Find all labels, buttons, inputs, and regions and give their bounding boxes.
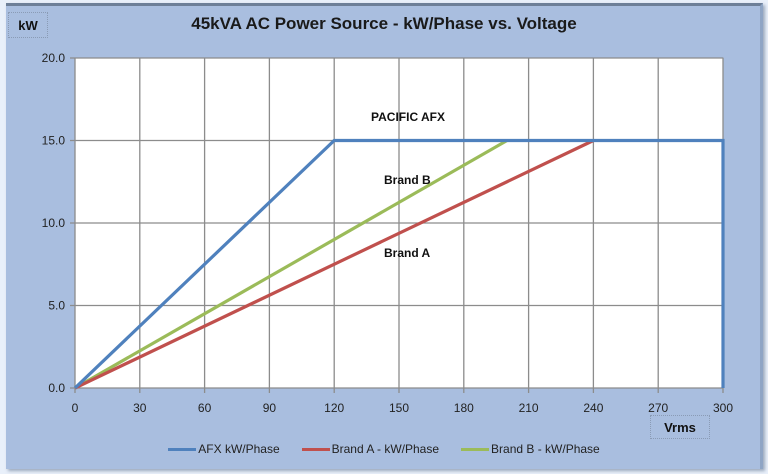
y-tick-label: 0.0 xyxy=(48,381,65,395)
x-tick-label: 30 xyxy=(133,401,147,415)
x-tick-label: 150 xyxy=(389,401,409,415)
legend: AFX kW/Phase Brand A - kW/Phase Brand B … xyxy=(0,442,768,456)
y-tick-label: 10.0 xyxy=(42,216,66,230)
x-tick-label: 300 xyxy=(713,401,733,415)
x-tick-label: 90 xyxy=(263,401,277,415)
legend-swatch xyxy=(168,447,197,451)
x-tick-label: 270 xyxy=(648,401,668,415)
annotation-brand-a: Brand A xyxy=(384,246,431,260)
legend-swatch xyxy=(461,447,490,451)
y-tick-label: 5.0 xyxy=(48,299,65,313)
chart-title: 45kVA AC Power Source - kW/Phase vs. Vol… xyxy=(191,14,577,33)
legend-item-brand-b: Brand B - kW/Phase xyxy=(461,442,600,456)
x-tick-label: 210 xyxy=(519,401,539,415)
x-tick-label: 240 xyxy=(583,401,603,415)
legend-label: Brand A - kW/Phase xyxy=(331,442,440,456)
y-tick-label: 15.0 xyxy=(42,134,66,148)
legend-label: AFX kW/Phase xyxy=(198,442,280,456)
series-line xyxy=(73,138,725,390)
legend-item-brand-a: Brand A - kW/Phase xyxy=(301,442,440,456)
series-line xyxy=(74,139,508,390)
legend-item-afx: AFX kW/Phase xyxy=(168,442,280,456)
x-tick-label: 180 xyxy=(454,401,474,415)
annotation-brand-b: Brand B xyxy=(384,173,431,187)
series-line xyxy=(74,139,595,390)
x-axis-label: Vrms xyxy=(650,415,710,439)
legend-swatch xyxy=(301,447,330,451)
y-axis-label: kW xyxy=(8,12,48,38)
x-tick-label: 0 xyxy=(72,401,79,415)
legend-label: Brand B - kW/Phase xyxy=(491,442,600,456)
x-tick-label: 120 xyxy=(324,401,344,415)
x-tick-label: 60 xyxy=(198,401,212,415)
annotation-pacific-afx: PACIFIC AFX xyxy=(371,110,445,124)
y-tick-label: 20.0 xyxy=(42,51,66,65)
